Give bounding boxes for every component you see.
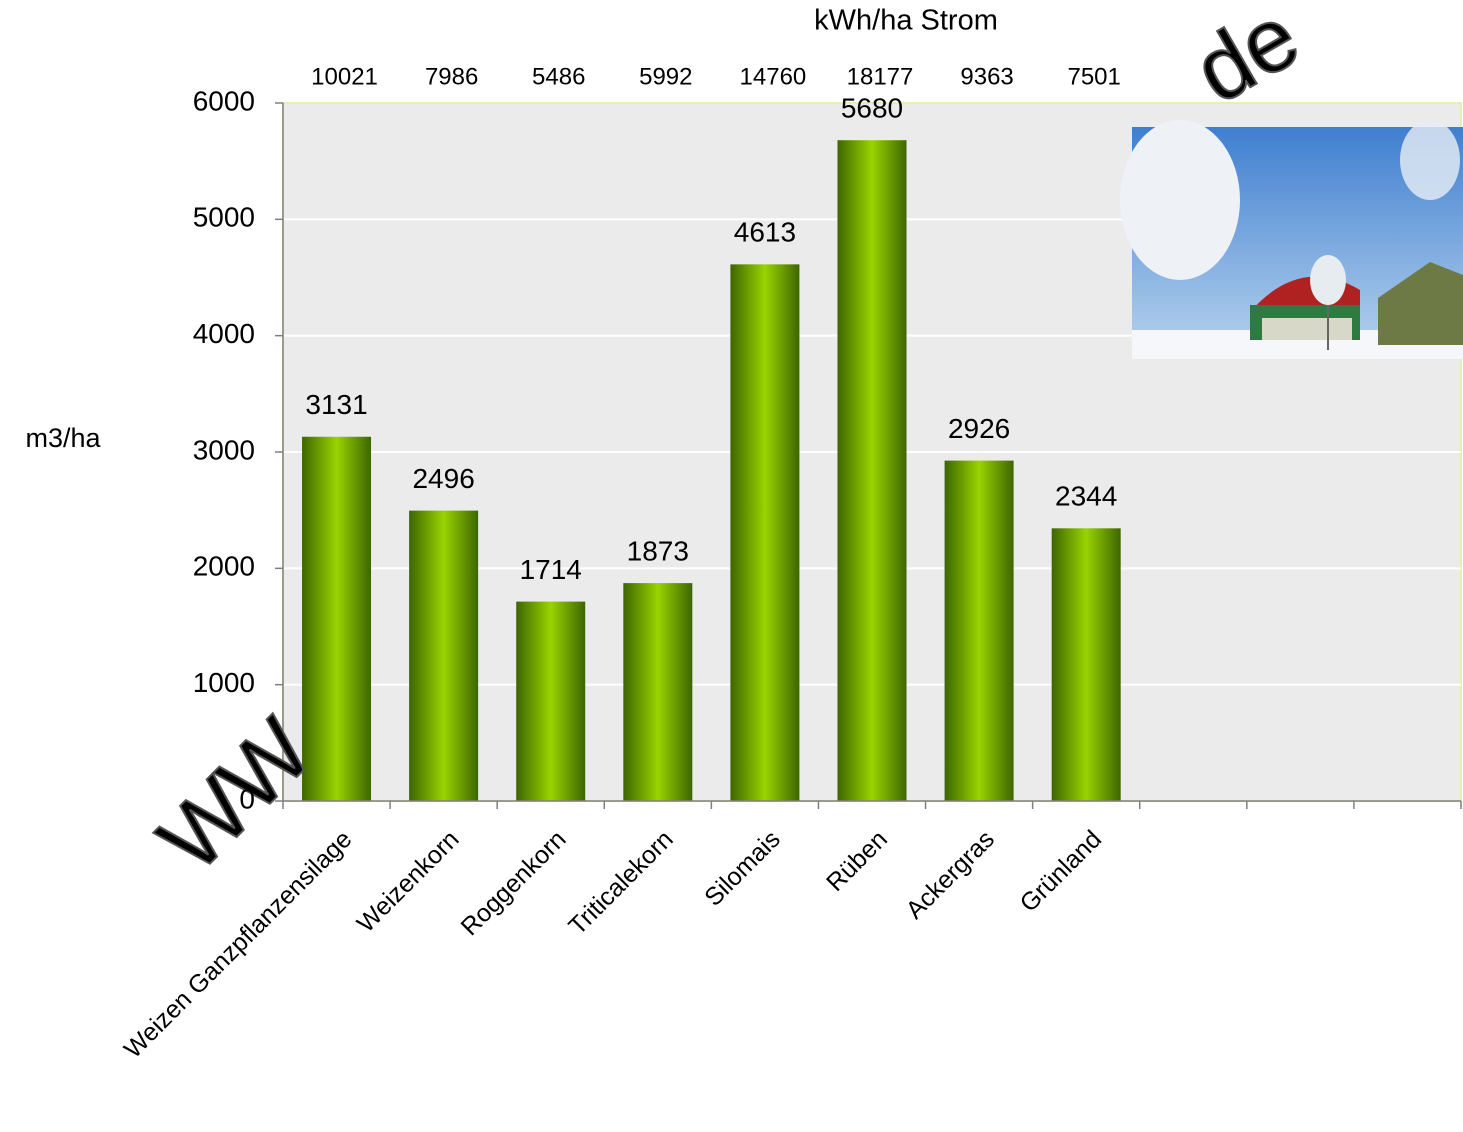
top-value-label: 7986 bbox=[425, 63, 478, 90]
bar bbox=[730, 264, 800, 801]
data-label: 4613 bbox=[734, 217, 796, 248]
bar bbox=[516, 601, 586, 801]
y-tick-label: 0 bbox=[239, 783, 255, 814]
data-label: 2344 bbox=[1055, 481, 1117, 512]
data-label: 2926 bbox=[948, 413, 1010, 444]
y-tick-label: 6000 bbox=[193, 85, 255, 116]
y-tick-label: 1000 bbox=[193, 667, 255, 698]
x-tick-label: Triticalekorn bbox=[563, 825, 678, 940]
bars bbox=[302, 140, 1121, 801]
top-value-label: 5992 bbox=[639, 63, 692, 90]
top-value-label: 10021 bbox=[311, 63, 378, 90]
data-label: 2496 bbox=[412, 463, 474, 494]
bar bbox=[623, 583, 693, 801]
data-label: 1873 bbox=[627, 535, 689, 566]
top-value-label: 18177 bbox=[847, 63, 914, 90]
y-axis-label: m3/ha bbox=[25, 423, 101, 453]
x-tick-label: Silomais bbox=[699, 825, 786, 912]
x-tick-label: Ackergras bbox=[901, 825, 1000, 924]
x-tick-label: Weizenkorn bbox=[352, 825, 465, 938]
y-tick-label: 3000 bbox=[193, 434, 255, 465]
photo bbox=[1120, 120, 1463, 359]
bar bbox=[944, 460, 1014, 801]
top-value-label: 14760 bbox=[740, 63, 807, 90]
x-tick-label: Rüben bbox=[821, 825, 893, 897]
x-tick-label: Grünland bbox=[1015, 825, 1108, 918]
top-value-label: 5486 bbox=[532, 63, 585, 90]
y-tick-label: 5000 bbox=[193, 202, 255, 233]
data-label: 1714 bbox=[520, 554, 582, 585]
bar bbox=[1051, 528, 1121, 801]
bar bbox=[302, 436, 372, 801]
top-axis-label: kWh/ha Strom bbox=[814, 5, 998, 37]
data-label: 3131 bbox=[305, 389, 367, 420]
bar bbox=[409, 510, 479, 801]
top-value-label: 9363 bbox=[960, 63, 1013, 90]
x-tick-label: Roggenkorn bbox=[456, 825, 572, 941]
top-value-label: 7501 bbox=[1067, 63, 1120, 90]
y-tick-label: 4000 bbox=[193, 318, 255, 349]
y-tick-label: 2000 bbox=[193, 551, 255, 582]
bar bbox=[837, 140, 907, 801]
data-label: 5680 bbox=[841, 93, 903, 124]
